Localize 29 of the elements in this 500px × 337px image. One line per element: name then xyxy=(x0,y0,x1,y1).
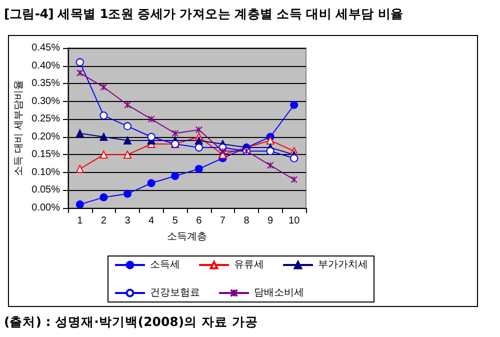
y-tick-label: 0.30% xyxy=(32,96,60,107)
x-tick-label: 10 xyxy=(288,216,300,226)
y-tick-label: 0.25% xyxy=(32,114,60,125)
legend-label: 담배소비세 xyxy=(254,288,304,298)
legend-label: 소득세 xyxy=(150,260,180,270)
x-tick-label: 5 xyxy=(172,216,178,226)
x-tick-label: 6 xyxy=(196,216,202,226)
legend-label: 건강보험료 xyxy=(150,288,200,298)
y-tick-label: 0.10% xyxy=(32,166,60,178)
y-tick-label: 0.15% xyxy=(32,149,60,160)
chart-title: [그림-4] 세목별 1조원 증세가 가져오는 계층별 소득 대비 세부담 비율 xyxy=(4,6,404,23)
y-tick-label: 0.45% xyxy=(32,42,60,54)
x-tick-label: 8 xyxy=(244,216,250,226)
x-axis-title: 소득계층 xyxy=(167,232,207,242)
y-tick-label: 0.05% xyxy=(32,184,60,196)
legend-label: 유류세 xyxy=(234,260,264,270)
x-tick-label: 1 xyxy=(77,216,84,226)
x-tick-label: 2 xyxy=(100,216,107,226)
y-tick-label: 0.00% xyxy=(32,202,60,214)
x-tick-label: 7 xyxy=(220,216,226,226)
x-tick-label: 9 xyxy=(268,216,274,226)
y-tick-label: 0.40% xyxy=(32,60,60,72)
y-tick-label: 0.35% xyxy=(32,78,60,90)
x-tick-label: 3 xyxy=(124,216,131,226)
x-tick-label: 4 xyxy=(148,216,155,226)
y-axis-title: 소득 대비 세부담비율 xyxy=(14,80,24,176)
legend-label: 부가가치세 xyxy=(318,260,368,270)
text: (출처) : 성명재·박기백(2008)의 자료 가공 xyxy=(4,314,258,331)
y-tick-label: 0.20% xyxy=(32,131,60,142)
